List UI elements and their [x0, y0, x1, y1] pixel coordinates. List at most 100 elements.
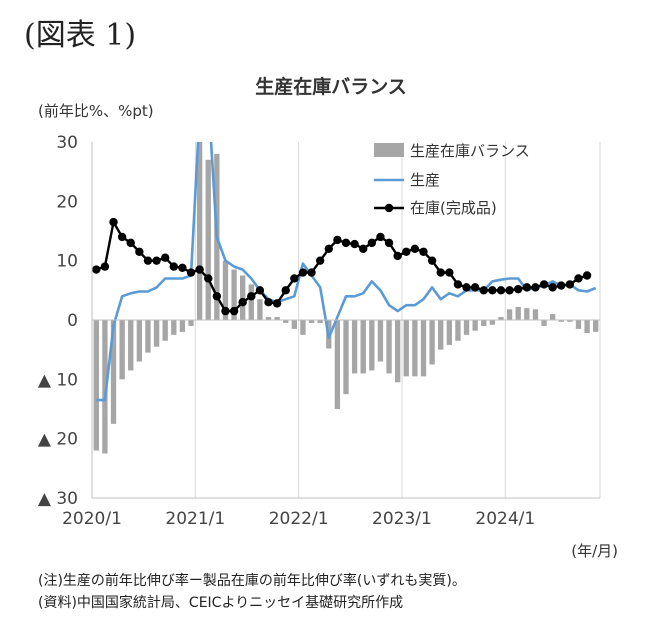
bar-balance [549, 314, 556, 320]
inventory-point [143, 256, 153, 265]
legend-marker-inventory [384, 203, 394, 213]
bar-balance [300, 320, 306, 335]
inventory-point [290, 274, 299, 283]
bar-balance [567, 320, 573, 322]
inventory-point [393, 251, 402, 261]
inventory-point [479, 286, 488, 295]
bar-balance [257, 299, 263, 320]
bar-balance [524, 308, 530, 320]
inventory-point [100, 262, 110, 271]
figure-label: (図表 1) [24, 18, 137, 53]
inventory-point [514, 284, 523, 294]
bar-balance [412, 320, 418, 377]
bar-balance [446, 320, 452, 345]
inventory-point [410, 244, 420, 253]
inventory-point [126, 238, 135, 248]
y-tick-label: 30 [56, 133, 78, 153]
inventory-point [178, 263, 187, 272]
chart-title: 生産在庫バランス [255, 76, 407, 98]
bar-balance [136, 320, 143, 362]
bar-balance [334, 320, 341, 409]
inventory-point [221, 306, 230, 316]
legend-label: 在庫(完成品) [410, 199, 497, 217]
bar-balance [489, 320, 496, 325]
inventory-point [247, 292, 256, 301]
inventory-point [324, 244, 333, 253]
inventory-point [574, 274, 583, 283]
inventory-point [341, 238, 351, 248]
bar-balance [558, 320, 564, 322]
bar-balance [532, 309, 539, 320]
inventory-point [272, 299, 282, 308]
inventory-point [427, 256, 437, 265]
production-line [96, 142, 597, 402]
bar-balance [386, 320, 392, 374]
inventory-point [204, 274, 213, 283]
inventory-point [195, 265, 204, 274]
inventory-line [95, 220, 588, 313]
bar-balance [102, 320, 108, 454]
inventory-point [229, 306, 239, 316]
inventory-point [117, 232, 127, 242]
bar-balance [541, 320, 547, 326]
legend-swatch-balance [374, 143, 404, 157]
inventory-point [255, 286, 265, 295]
bar-balance [265, 317, 272, 320]
inventory-point [548, 283, 557, 292]
bar-balance [360, 320, 366, 374]
inventory-point [384, 238, 394, 248]
bar-balance [429, 320, 435, 365]
inventory-point [557, 281, 566, 290]
inventory-point [307, 268, 316, 277]
bar-balance [438, 320, 444, 350]
bar-balance [498, 317, 504, 320]
inventory-point [367, 238, 377, 248]
inventory-point [539, 280, 549, 289]
bar-balance [343, 320, 349, 395]
bar-balance [515, 306, 521, 320]
legend-label: 生産 [410, 171, 440, 189]
inventory-point [505, 286, 514, 295]
y-tick-label: 20 [56, 192, 78, 212]
bar-balance [593, 320, 599, 332]
bar-balance [231, 269, 237, 320]
legend-label: 生産在庫バランス [410, 142, 530, 160]
inventory-point [470, 283, 480, 292]
inventory-point [436, 268, 445, 277]
bar-balance [153, 320, 160, 347]
inventory-point [315, 256, 325, 265]
inventory-point [186, 268, 196, 277]
inventory-point [402, 247, 411, 256]
y-tick-label: 0 [67, 311, 78, 331]
inventory-point [582, 271, 592, 280]
bar-balance [274, 317, 280, 320]
y-tick-label: ▲ 20 [38, 430, 78, 450]
bar-balance [351, 320, 358, 374]
inventory-point [298, 268, 308, 277]
bar-balance [93, 320, 99, 451]
bar-balance [179, 320, 186, 332]
inventory-point [135, 247, 144, 256]
bar-balance [196, 142, 203, 320]
bar-balance [119, 320, 125, 380]
bar-balance [481, 320, 487, 326]
bar-balance [222, 260, 229, 320]
bar-balance [575, 320, 582, 329]
bar-balance [394, 320, 401, 383]
inventory-point [488, 286, 497, 295]
bar-balance [369, 320, 375, 371]
inventory-point [419, 247, 428, 256]
inventory-point [281, 286, 290, 295]
inventory-point [169, 262, 178, 271]
inventory-point [264, 298, 273, 307]
inventory-point [531, 283, 540, 292]
inventory-point [109, 217, 118, 227]
bar-balance [145, 320, 151, 353]
inventory-point [445, 268, 454, 277]
bar-balance [584, 320, 590, 334]
x-axis-unit-label: (年/月) [571, 542, 618, 560]
bar-balance [506, 309, 513, 320]
x-tick-label: 2022/1 [269, 509, 329, 529]
bar-balance [308, 320, 315, 323]
